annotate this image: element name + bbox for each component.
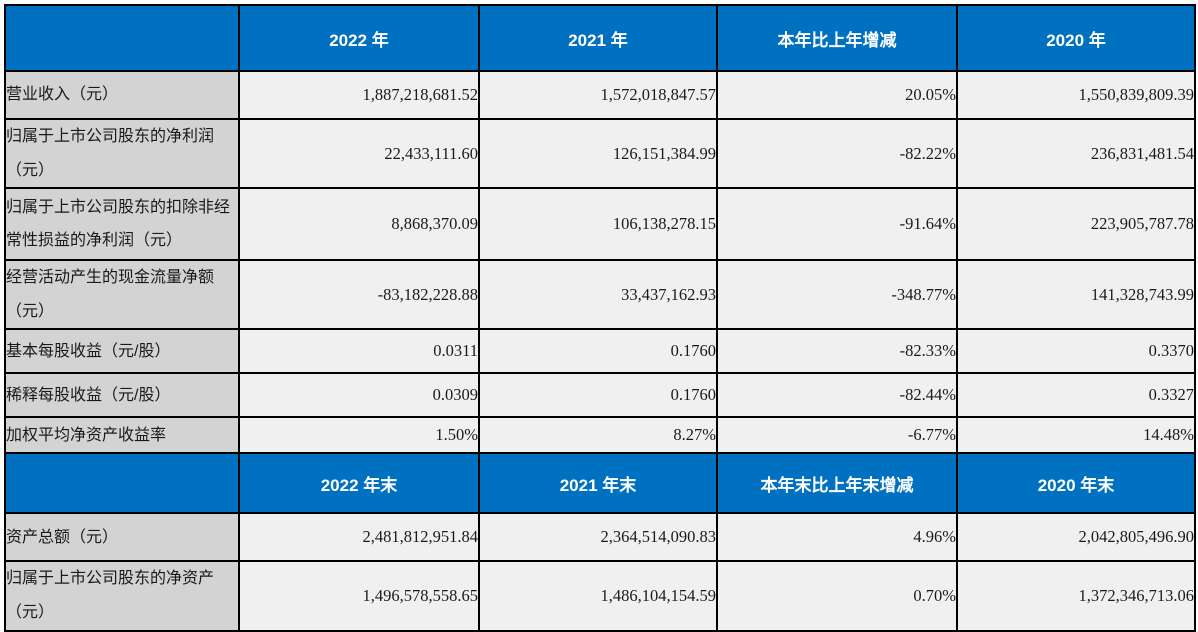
- row-label: 资产总额（元）: [4, 512, 240, 563]
- header-2022: 2022 年: [238, 4, 480, 72]
- cell-value: 236,831,481.54: [956, 117, 1196, 190]
- cell-value: -82.44%: [716, 372, 958, 419]
- table-row-net-assets: 归属于上市公司股东的净资产（元） 1,496,578,558.65 1,486,…: [4, 560, 1196, 632]
- cell-value: 0.3327: [956, 372, 1196, 419]
- header-2021: 2021 年: [478, 4, 718, 72]
- table-row-diluted-eps: 稀释每股收益（元/股） 0.0309 0.1760 -82.44% 0.3327: [4, 372, 1196, 419]
- cell-value: -91.64%: [716, 187, 958, 262]
- row-label: 归属于上市公司股东的净利润（元）: [4, 117, 240, 190]
- cell-value: 4.96%: [716, 512, 958, 563]
- cell-value: 20.05%: [716, 70, 958, 120]
- header-2022-end: 2022 年末: [238, 452, 480, 515]
- row-label: 经营活动产生的现金流量净额（元）: [4, 259, 240, 331]
- row-label: 归属于上市公司股东的扣除非经常性损益的净利润（元）: [4, 187, 240, 262]
- cell-value: 33,437,162.93: [478, 259, 718, 331]
- header-2020: 2020 年: [956, 4, 1196, 72]
- cell-value: 141,328,743.99: [956, 259, 1196, 331]
- cell-value: 8,868,370.09: [238, 187, 480, 262]
- cell-value: 1.50%: [238, 416, 480, 455]
- header-2021-end: 2021 年末: [478, 452, 718, 515]
- header-blank-cell: [4, 4, 240, 72]
- cell-value: 106,138,278.15: [478, 187, 718, 262]
- row-label: 基本每股收益（元/股）: [4, 328, 240, 375]
- cell-value: 2,481,812,951.84: [238, 512, 480, 563]
- table-row-net-profit-deducted: 归属于上市公司股东的扣除非经常性损益的净利润（元） 8,868,370.09 1…: [4, 187, 1196, 262]
- table-row-weighted-avg-roe: 加权平均净资产收益率 1.50% 8.27% -6.77% 14.48%: [4, 416, 1196, 455]
- header-year-end-change: 本年末比上年末增减: [716, 452, 958, 515]
- cell-value: 126,151,384.99: [478, 117, 718, 190]
- header-yoy-change: 本年比上年增减: [716, 4, 958, 72]
- row-label: 营业收入（元）: [4, 70, 240, 120]
- cell-value: 2,042,805,496.90: [956, 512, 1196, 563]
- cell-value: -82.33%: [716, 328, 958, 375]
- cell-value: -82.22%: [716, 117, 958, 190]
- cell-value: 0.1760: [478, 372, 718, 419]
- cell-value: -348.77%: [716, 259, 958, 331]
- cell-value: 1,372,346,713.06: [956, 560, 1196, 632]
- table-row-revenue: 营业收入（元） 1,887,218,681.52 1,572,018,847.5…: [4, 70, 1196, 120]
- table-row-basic-eps: 基本每股收益（元/股） 0.0311 0.1760 -82.33% 0.3370: [4, 328, 1196, 375]
- cell-value: 0.70%: [716, 560, 958, 632]
- cell-value: -83,182,228.88: [238, 259, 480, 331]
- cell-value: 1,486,104,154.59: [478, 560, 718, 632]
- financial-summary-table: 2022 年 2021 年 本年比上年增减 2020 年 营业收入（元） 1,8…: [4, 4, 1196, 632]
- header-2020-end: 2020 年末: [956, 452, 1196, 515]
- table-row-total-assets: 资产总额（元） 2,481,812,951.84 2,364,514,090.8…: [4, 512, 1196, 563]
- row-label: 稀释每股收益（元/股）: [4, 372, 240, 419]
- cell-value: 0.0309: [238, 372, 480, 419]
- table-row-operating-cash-flow: 经营活动产生的现金流量净额（元） -83,182,228.88 33,437,1…: [4, 259, 1196, 331]
- row-label: 加权平均净资产收益率: [4, 416, 240, 455]
- cell-value: 22,433,111.60: [238, 117, 480, 190]
- cell-value: 1,550,839,809.39: [956, 70, 1196, 120]
- cell-value: 1,496,578,558.65: [238, 560, 480, 632]
- cell-value: 0.0311: [238, 328, 480, 375]
- cell-value: 1,572,018,847.57: [478, 70, 718, 120]
- header-row-annual: 2022 年 2021 年 本年比上年增减 2020 年: [4, 4, 1196, 72]
- cell-value: 2,364,514,090.83: [478, 512, 718, 563]
- cell-value: 0.3370: [956, 328, 1196, 375]
- cell-value: 8.27%: [478, 416, 718, 455]
- cell-value: 14.48%: [956, 416, 1196, 455]
- row-label: 归属于上市公司股东的净资产（元）: [4, 560, 240, 632]
- cell-value: 1,887,218,681.52: [238, 70, 480, 120]
- header-blank-cell: [4, 452, 240, 515]
- table-row-net-profit: 归属于上市公司股东的净利润（元） 22,433,111.60 126,151,3…: [4, 117, 1196, 190]
- header-row-year-end: 2022 年末 2021 年末 本年末比上年末增减 2020 年末: [4, 452, 1196, 515]
- cell-value: -6.77%: [716, 416, 958, 455]
- cell-value: 0.1760: [478, 328, 718, 375]
- cell-value: 223,905,787.78: [956, 187, 1196, 262]
